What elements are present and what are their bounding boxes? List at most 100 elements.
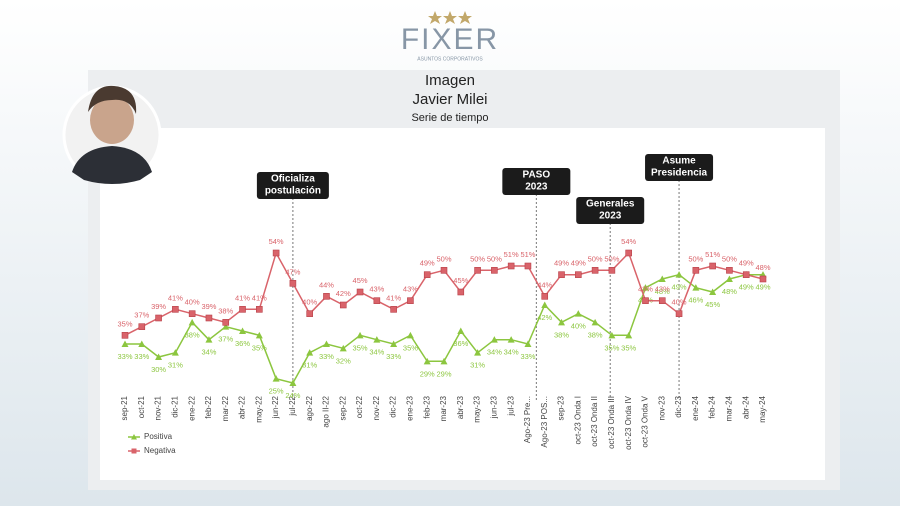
marker (474, 267, 481, 274)
data-label: 50% (604, 254, 619, 263)
data-label: 50% (588, 254, 603, 263)
x-tick-label: feb-24 (708, 395, 717, 418)
x-tick-label: ago-22 (305, 395, 314, 420)
data-label: 39% (151, 302, 166, 311)
x-tick-label: feb-22 (204, 395, 213, 418)
marker (440, 357, 448, 365)
marker (575, 271, 582, 278)
x-tick-label: may-24 (758, 395, 767, 422)
data-label: 34% (487, 348, 502, 357)
x-tick-label: sep-23 (557, 395, 566, 420)
x-tick-label: may-22 (254, 395, 263, 422)
marker (390, 306, 397, 313)
marker (625, 331, 633, 339)
data-label: 33% (117, 352, 132, 361)
data-label: 48% (655, 287, 670, 296)
data-label: 35% (252, 343, 267, 352)
marker (440, 267, 448, 274)
data-label: 31% (302, 361, 317, 370)
data-label: 41% (252, 293, 267, 302)
marker (222, 323, 230, 330)
annotation-text: Generales (586, 199, 635, 210)
x-tick-label: nov-22 (372, 395, 381, 420)
annotation-text: Presidencia (651, 168, 708, 179)
marker (641, 284, 649, 291)
annotation-box (576, 197, 645, 224)
marker (306, 310, 313, 317)
marker (239, 327, 247, 334)
data-label: 37% (134, 311, 149, 320)
data-label: 38% (554, 330, 569, 339)
portrait-hair (88, 85, 137, 114)
x-tick-label: ene-23 (406, 395, 415, 420)
marker (390, 340, 398, 347)
annotation-text: PASO (523, 170, 551, 181)
legend-label: Positiva (144, 432, 173, 441)
x-tick-label: mar-22 (221, 395, 230, 421)
marker (171, 349, 179, 356)
marker (675, 271, 683, 278)
marker (507, 336, 515, 343)
data-label: 50% (470, 254, 485, 263)
data-label: 40% (185, 298, 200, 307)
legend-marker (131, 434, 137, 440)
data-label: 38% (218, 306, 233, 315)
data-label: 39% (201, 302, 216, 311)
marker (474, 349, 482, 356)
data-label: 35% (604, 343, 619, 352)
marker (373, 297, 381, 304)
marker (155, 353, 163, 360)
annotation-text: Oficializa (271, 174, 315, 185)
data-label: 35% (117, 319, 132, 328)
data-label: 35% (621, 343, 636, 352)
data-label: 44% (537, 280, 552, 289)
legend-label: Negativa (144, 446, 176, 455)
data-label: 50% (436, 254, 451, 263)
marker (222, 319, 230, 326)
data-label: 40% (672, 298, 687, 307)
marker (541, 301, 549, 308)
marker (423, 357, 431, 365)
data-label: 50% (722, 254, 737, 263)
x-tick-label: oct-22 (355, 395, 364, 418)
data-label: 42% (537, 313, 552, 322)
tagline: ASUNTOS CORPORATIVOS (417, 56, 483, 62)
data-label: 33% (520, 352, 535, 361)
data-label: 51% (520, 250, 535, 259)
data-label: 33% (134, 352, 149, 361)
chart-area (100, 128, 825, 480)
marker (289, 280, 297, 287)
x-tick-label: jul-22 (288, 395, 297, 416)
marker (524, 262, 532, 270)
marker (406, 331, 414, 339)
annotation-text: 2023 (599, 211, 622, 222)
x-tick-label: mar-24 (725, 395, 734, 421)
data-label: 35% (353, 343, 368, 352)
data-label: 29% (420, 369, 435, 378)
data-label: 47% (285, 267, 300, 276)
annotation-text: Asume (662, 156, 696, 167)
marker (322, 340, 330, 347)
data-label: 40% (571, 322, 586, 331)
x-tick-label: nov-23 (657, 395, 666, 420)
data-label: 42% (336, 289, 351, 298)
marker (608, 331, 616, 339)
marker (709, 288, 717, 295)
x-tick-label: abr-23 (456, 395, 465, 419)
marker (339, 301, 347, 309)
x-tick-label: Ago-23 Pre... (523, 396, 532, 443)
marker (558, 271, 565, 278)
data-label: 36% (235, 339, 250, 348)
x-tick-label: ago II-22 (322, 395, 331, 427)
x-tick-label: nov-21 (154, 395, 163, 420)
x-tick-label: dic-23 (674, 395, 683, 417)
marker (524, 340, 532, 347)
marker (742, 271, 750, 278)
marker (407, 297, 414, 304)
data-label: 34% (369, 348, 384, 357)
marker (457, 288, 465, 296)
marker (591, 267, 599, 274)
data-label: 43% (655, 285, 670, 294)
